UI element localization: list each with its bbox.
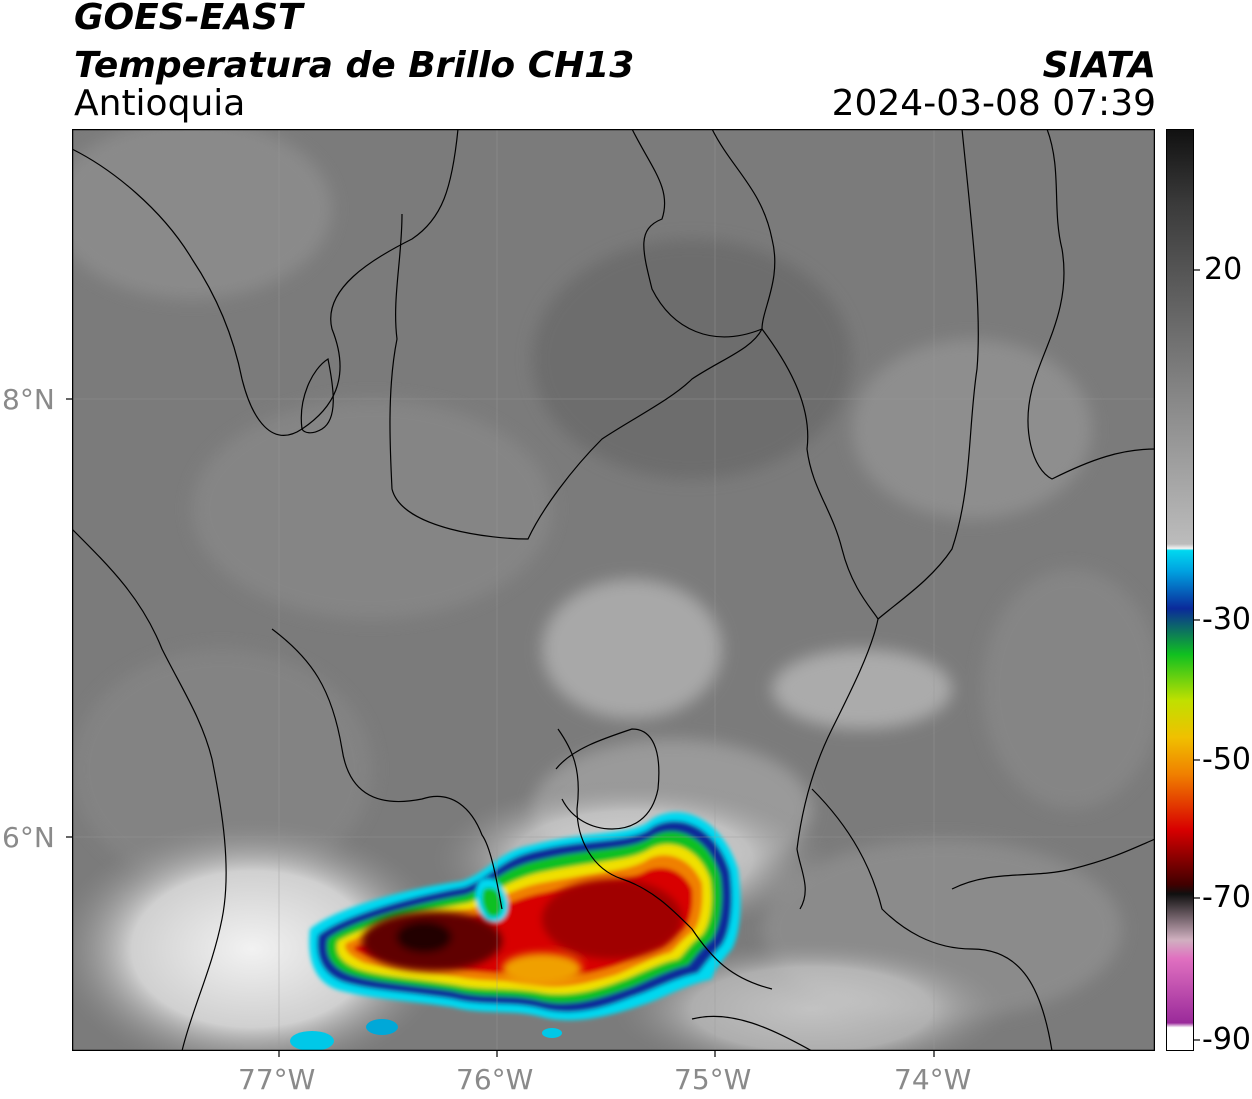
small-cell [366, 1019, 398, 1035]
lon-label: 75°W [674, 1063, 752, 1096]
agency-label: SIATA [1042, 45, 1156, 86]
small-cell [290, 1031, 334, 1051]
dept-border [796, 618, 879, 910]
colorbar-tick: -50 [1202, 742, 1251, 777]
dept-border [951, 838, 1155, 890]
small-cell [542, 1028, 562, 1038]
gulf-uraba [300, 358, 334, 434]
map-frame [72, 129, 1155, 1051]
satellite-title: GOES-EAST [74, 0, 303, 38]
storm-core [362, 879, 682, 985]
dept-border [555, 728, 660, 830]
datetime-label: 2024-03-08 07:39 [831, 83, 1156, 124]
colorbar-tick: -70 [1202, 880, 1251, 915]
colorbar [1166, 129, 1194, 1051]
boundaries [72, 129, 1155, 1051]
map-panel [72, 129, 1155, 1051]
gridlines [72, 129, 1155, 1051]
lon-label: 76°W [456, 1063, 534, 1096]
lon-label: 77°W [238, 1063, 316, 1096]
dept-border [271, 628, 503, 910]
dept-border [811, 788, 1053, 1051]
dept-border [1027, 129, 1155, 480]
dept-border [691, 1015, 813, 1051]
colorbar-tick: 20 [1204, 252, 1243, 287]
pacific-coast [72, 528, 227, 1051]
lat-label: 8°N [2, 383, 55, 416]
lat-label: 6°N [2, 821, 55, 854]
lon-label: 74°W [894, 1063, 972, 1096]
region-title: Antioquia [74, 83, 246, 124]
dept-border [711, 129, 776, 330]
colorbar-tick: -90 [1202, 1022, 1251, 1057]
dept-border [389, 213, 763, 540]
colorbar-tick: -30 [1202, 602, 1251, 637]
dept-border [557, 728, 773, 990]
dept-border [631, 129, 763, 338]
dept-border [761, 129, 979, 620]
product-title: Temperatura de Brillo CH13 [74, 45, 635, 86]
